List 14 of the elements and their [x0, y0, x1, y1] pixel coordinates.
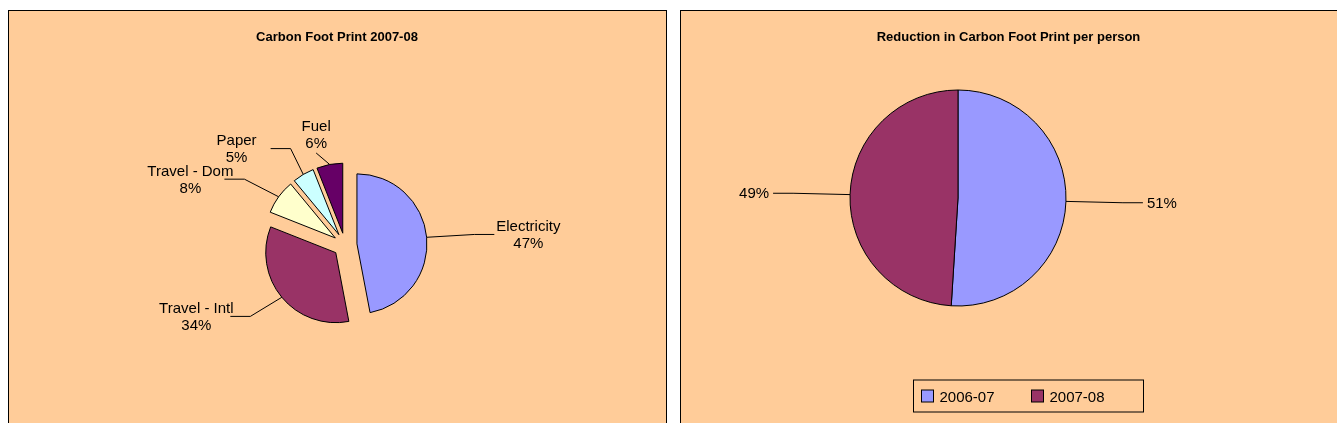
data-label: 8%	[179, 178, 202, 196]
slice-label: Fuel	[301, 117, 331, 135]
data-label: 47%	[513, 233, 544, 251]
slice-label: Paper	[216, 131, 257, 149]
data-label: 49%	[739, 184, 770, 202]
legend-label: 2007-08	[1049, 388, 1105, 405]
slice-label: Electricity	[496, 216, 561, 234]
data-label: 34%	[181, 315, 212, 333]
slice-label: Travel - Intl	[159, 298, 234, 316]
legend-label: 2006-07	[939, 388, 995, 405]
data-label: 6%	[305, 134, 327, 152]
chart-title: Carbon Foot Print 2007-08	[256, 29, 418, 44]
data-label: 51%	[1146, 193, 1177, 211]
chart-title: Reduction in Carbon Foot Print per person	[876, 29, 1141, 44]
